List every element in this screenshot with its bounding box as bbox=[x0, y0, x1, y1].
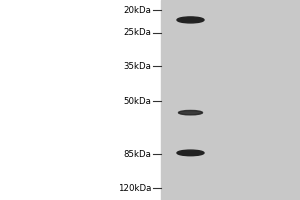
Text: 25kDa: 25kDa bbox=[124, 28, 152, 37]
Bar bbox=[160, 0, 300, 200]
Text: 20kDa: 20kDa bbox=[124, 6, 152, 15]
Text: 120kDa: 120kDa bbox=[118, 184, 152, 193]
Text: 85kDa: 85kDa bbox=[124, 150, 152, 159]
Ellipse shape bbox=[178, 110, 203, 115]
Ellipse shape bbox=[177, 17, 204, 23]
Ellipse shape bbox=[177, 150, 204, 156]
Text: 35kDa: 35kDa bbox=[124, 62, 152, 71]
Text: 50kDa: 50kDa bbox=[124, 97, 152, 106]
